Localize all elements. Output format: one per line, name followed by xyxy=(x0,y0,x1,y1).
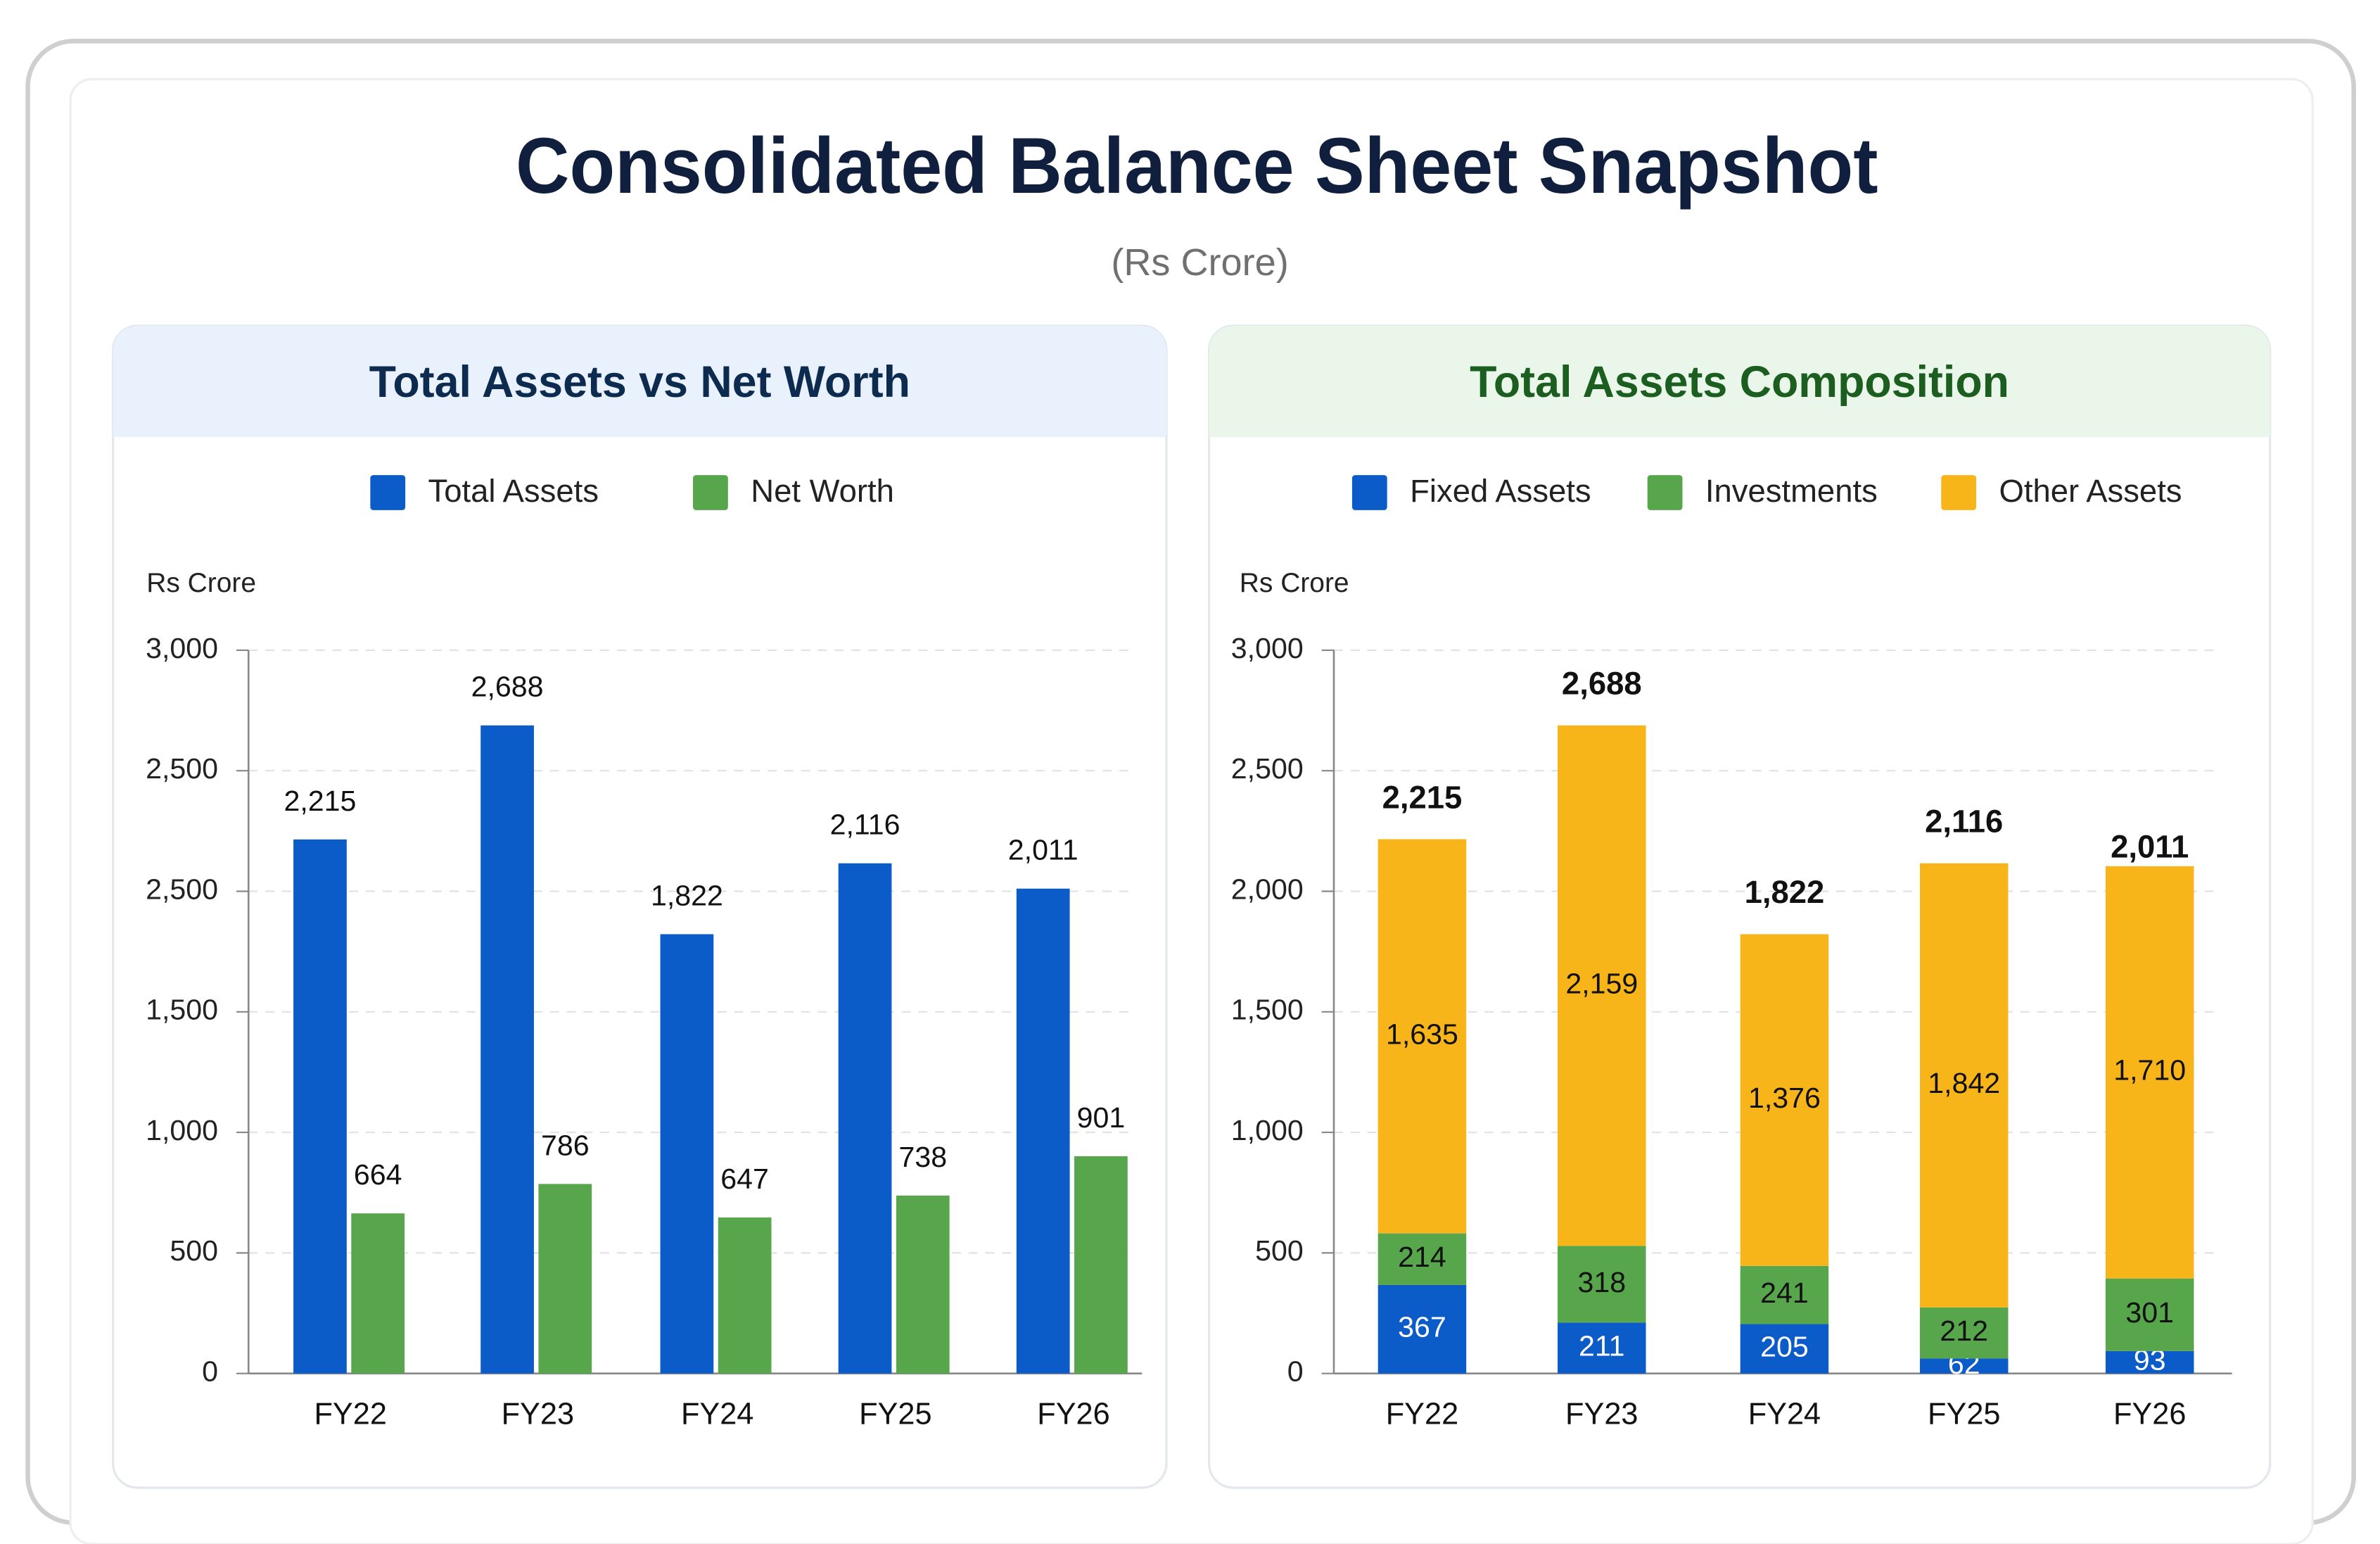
legend-label: Total Assets xyxy=(428,473,599,509)
segment-label: 1,635 xyxy=(1386,1018,1458,1050)
legend-label: Fixed Assets xyxy=(1410,473,1591,509)
panel-header xyxy=(113,326,1166,437)
x-tick-label: FY23 xyxy=(502,1398,574,1431)
segment-label: 1,710 xyxy=(2113,1054,2186,1087)
bar-segment xyxy=(2105,866,2194,1279)
legend-swatch xyxy=(693,475,728,510)
bar-segment xyxy=(2105,1350,2194,1374)
segment-label: 2,159 xyxy=(1565,967,1638,999)
legend-label: Net Worth xyxy=(751,473,894,509)
value-label: 647 xyxy=(720,1163,769,1195)
segment-label: 318 xyxy=(1577,1266,1626,1298)
panel-title: Total Assets Composition xyxy=(1470,357,2009,407)
bar-segment xyxy=(1558,1322,1646,1374)
x-tick-label: FY25 xyxy=(859,1398,931,1431)
x-tick-label: FY23 xyxy=(1565,1398,1638,1431)
segment-label: 211 xyxy=(1579,1329,1625,1362)
panel-title: Total Assets vs Net Worth xyxy=(369,357,910,407)
bar-segment xyxy=(1558,725,1646,1246)
bar-segment xyxy=(1919,1358,2009,1374)
bar xyxy=(660,934,714,1374)
panels: Total Assets vs Net Worth Total Assets Net… xyxy=(112,324,2272,1489)
bar-segment xyxy=(1377,1233,1467,1285)
bar xyxy=(1016,888,1070,1374)
legend-label: Other Assets xyxy=(1999,473,2182,509)
bar-segment xyxy=(1740,1265,1829,1324)
segment-label: 205 xyxy=(1760,1330,1809,1362)
bar-segment xyxy=(1377,839,1467,1234)
bar-segment xyxy=(1740,934,1829,1266)
bar-segment xyxy=(2105,1278,2194,1351)
y-tick-label: 3,000 xyxy=(146,632,218,664)
y-tick-label: 1,500 xyxy=(1231,994,1304,1026)
x-tick-label: FY22 xyxy=(314,1398,387,1431)
page-title: Consolidated Balance Sheet Snapshot xyxy=(516,121,1878,210)
bar-segment xyxy=(1919,1307,2009,1359)
y-tick-label: 1,500 xyxy=(146,994,218,1026)
y-axis-label: Rs Crore xyxy=(1240,568,1349,598)
y-axis-label: Rs Crore xyxy=(146,568,256,598)
x-tick-label: FY26 xyxy=(2113,1398,2186,1431)
segment-label: 367 xyxy=(1398,1311,1446,1343)
bar xyxy=(718,1217,772,1374)
value-label: 2,116 xyxy=(830,809,901,841)
value-label: 664 xyxy=(354,1158,402,1191)
segment-label: 301 xyxy=(2125,1296,2174,1329)
total-label: 1,822 xyxy=(1745,874,1825,910)
y-tick-label: 2,500 xyxy=(1231,752,1304,785)
segment-label: 212 xyxy=(1940,1315,1988,1347)
bar xyxy=(538,1184,592,1374)
y-tick-label: 2,000 xyxy=(1231,873,1304,905)
legend-label: Investments xyxy=(1705,473,1878,509)
panel-header xyxy=(1209,326,2270,437)
y-tick-label: 1,000 xyxy=(1231,1114,1304,1146)
bar xyxy=(896,1195,950,1374)
value-label: 786 xyxy=(541,1129,590,1161)
y-tick-label: 2,500 xyxy=(146,873,218,905)
segment-label: 1,376 xyxy=(1748,1082,1821,1114)
total-label: 2,688 xyxy=(1562,666,1642,702)
y-tick-label: 0 xyxy=(1287,1355,1304,1388)
segment-label: 241 xyxy=(1760,1277,1809,1309)
value-label: 901 xyxy=(1077,1101,1126,1134)
bar-segment xyxy=(1558,1246,1646,1323)
x-tick-label: FY26 xyxy=(1037,1398,1109,1431)
page-subtitle: (Rs Crore) xyxy=(1111,241,1288,284)
segment-label: 214 xyxy=(1398,1241,1446,1273)
panel xyxy=(112,324,1168,1489)
y-tick-label: 3,000 xyxy=(1231,632,1304,664)
x-tick-label: FY22 xyxy=(1386,1398,1458,1431)
segment-label: 1,842 xyxy=(1928,1067,2000,1099)
legend-swatch xyxy=(1941,475,1977,510)
bar-segment xyxy=(1740,1324,1829,1374)
legend-swatch xyxy=(370,475,406,510)
x-tick-label: FY25 xyxy=(1928,1398,2000,1431)
legend-swatch xyxy=(1351,475,1387,510)
bar xyxy=(351,1213,405,1374)
bar xyxy=(1074,1156,1128,1374)
y-tick-label: 0 xyxy=(202,1355,218,1388)
value-label: 2,688 xyxy=(471,671,544,703)
y-tick-label: 2,500 xyxy=(146,752,218,785)
x-tick-label: FY24 xyxy=(681,1398,753,1431)
value-label: 2,215 xyxy=(284,785,357,817)
total-label: 2,011 xyxy=(2111,828,2189,864)
legend-swatch xyxy=(1647,475,1683,510)
bar xyxy=(838,863,892,1374)
value-label: 2,011 xyxy=(1008,834,1078,866)
y-tick-label: 500 xyxy=(170,1234,218,1267)
x-tick-label: FY24 xyxy=(1748,1398,1821,1431)
bar xyxy=(481,725,534,1374)
value-label: 738 xyxy=(898,1141,947,1173)
bar-segment xyxy=(1377,1284,1467,1374)
bar xyxy=(293,839,347,1374)
bar-segment xyxy=(1919,863,2009,1308)
value-label: 1,822 xyxy=(651,879,723,911)
y-tick-label: 500 xyxy=(1255,1234,1304,1267)
total-label: 2,116 xyxy=(1925,803,2003,839)
y-tick-label: 1,000 xyxy=(146,1114,218,1146)
total-label: 2,215 xyxy=(1382,780,1463,816)
